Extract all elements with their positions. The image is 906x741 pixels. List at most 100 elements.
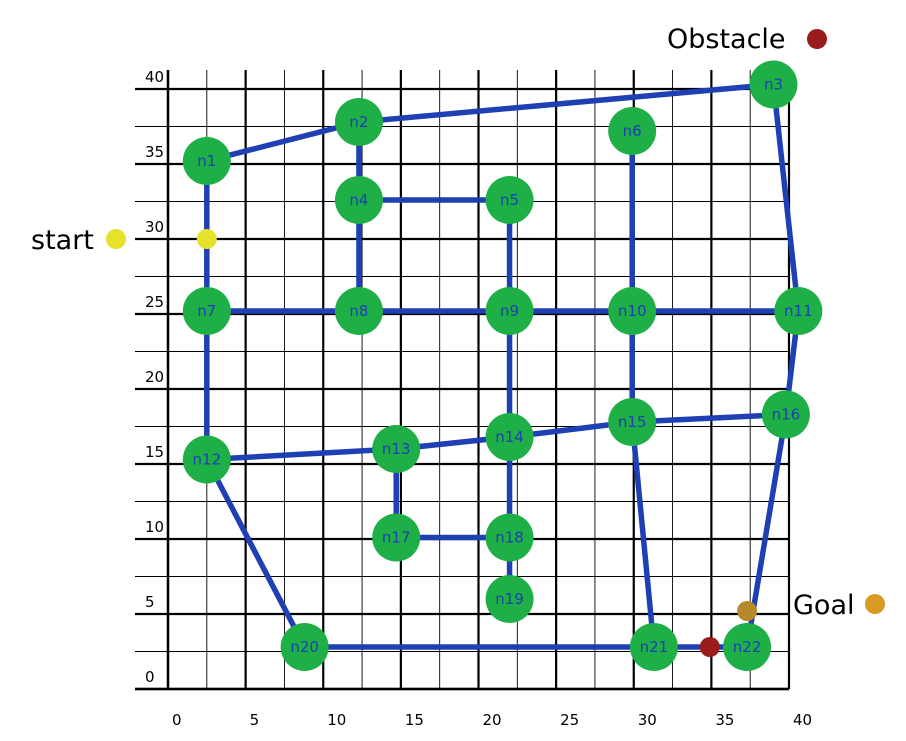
x-tick-label: 5 — [250, 711, 260, 729]
node-label: n9 — [500, 302, 519, 320]
x-tick-label: 20 — [483, 711, 502, 729]
y-tick-label: 10 — [145, 518, 164, 536]
node-circle — [749, 60, 798, 109]
node-circle — [485, 513, 534, 562]
node-circle — [334, 176, 383, 224]
node-label: n15 — [618, 413, 647, 431]
node-circle — [608, 398, 657, 446]
node-n19: n19 — [485, 575, 534, 623]
x-tick-label: 10 — [327, 711, 346, 729]
node-circle — [608, 107, 657, 155]
edge-n3-n11 — [770, 81, 802, 314]
node-circle — [761, 390, 810, 439]
node-n4: n4 — [334, 176, 383, 224]
node-n17: n17 — [372, 513, 421, 562]
node-circle — [485, 575, 534, 623]
map-markers — [196, 229, 758, 657]
node-label: n16 — [772, 406, 801, 424]
node-label: n1 — [197, 152, 216, 170]
node-n10: n10 — [608, 287, 657, 335]
node-label: n12 — [193, 451, 222, 469]
node-circle — [182, 137, 231, 185]
legend-obstacle-label: Obstacle — [667, 24, 786, 55]
node-circle — [485, 287, 534, 335]
node-n15: n15 — [608, 398, 657, 446]
y-tick-label: 5 — [145, 593, 155, 611]
legend-goal-dot — [865, 594, 885, 614]
legend: start Obstacle Goal — [31, 24, 885, 621]
node-circle — [723, 623, 772, 671]
x-tick-label: 25 — [560, 711, 579, 729]
legend-start-label: start — [31, 225, 94, 256]
node-label: n2 — [349, 113, 368, 131]
y-tick-label: 0 — [145, 668, 155, 686]
edge-n1-n2 — [204, 119, 362, 164]
node-label: n13 — [382, 440, 411, 458]
node-n14: n14 — [485, 413, 534, 461]
node-circle — [485, 176, 534, 224]
x-tick-label: 0 — [172, 711, 182, 729]
legend-start-dot — [106, 229, 126, 249]
start-marker — [196, 229, 217, 249]
node-n7: n7 — [182, 287, 231, 335]
legend-goal-label: Goal — [793, 590, 855, 621]
node-n12: n12 — [182, 435, 231, 484]
node-label: n11 — [784, 302, 813, 320]
edge-n2-n3 — [356, 81, 777, 125]
node-n13: n13 — [372, 425, 421, 473]
y-tick-label: 15 — [145, 443, 164, 461]
node-n1: n1 — [182, 137, 231, 185]
edge-n15-n16 — [629, 411, 789, 425]
node-n20: n20 — [280, 623, 329, 671]
node-label: n3 — [764, 76, 783, 94]
node-circle — [608, 287, 657, 335]
node-n3: n3 — [749, 60, 798, 109]
node-n22: n22 — [723, 623, 772, 671]
edge-n12-n20 — [204, 456, 308, 650]
node-n21: n21 — [629, 623, 678, 671]
node-n6: n6 — [608, 107, 657, 155]
node-circle — [372, 513, 421, 562]
node-circle — [774, 287, 823, 335]
node-circle — [182, 435, 231, 484]
node-circle — [280, 623, 329, 671]
node-label: n18 — [495, 529, 524, 547]
node-circle — [334, 98, 383, 146]
y-tick-label: 30 — [145, 218, 164, 236]
graph-nodes: n1 n2 n3 n4 n5 n6 n7 n8 n9 n10 n11 n12 n13 n14 n15 n16 n… — [182, 60, 823, 671]
node-n5: n5 — [485, 176, 534, 224]
axis-ticks: 0 5 10 15 20 25 30 35 40 0 5 10 15 20 25 30 35 40 — [145, 68, 812, 729]
x-tick-label: 40 — [793, 711, 812, 729]
y-tick-label: 25 — [145, 293, 164, 311]
x-tick-label: 15 — [405, 711, 424, 729]
y-tick-label: 20 — [145, 368, 164, 386]
node-n8: n8 — [334, 287, 383, 335]
node-label: n21 — [640, 638, 669, 656]
edge-n15-n21 — [629, 419, 657, 650]
grid — [135, 70, 791, 691]
x-tick-label: 30 — [638, 711, 657, 729]
node-n9: n9 — [485, 287, 534, 335]
node-label: n5 — [500, 191, 519, 209]
edge-n12-n13 — [204, 446, 399, 463]
y-tick-label: 35 — [145, 143, 164, 161]
node-label: n10 — [618, 302, 647, 320]
node-label: n6 — [623, 122, 642, 140]
node-circle — [372, 425, 421, 473]
node-circle — [182, 287, 231, 335]
node-n16: n16 — [761, 390, 810, 439]
node-circle — [485, 413, 534, 461]
graph-edges — [204, 81, 802, 650]
node-label: n19 — [495, 590, 524, 608]
node-label: n8 — [349, 302, 368, 320]
x-tick-label: 35 — [715, 711, 734, 729]
node-circle — [629, 623, 678, 671]
node-n18: n18 — [485, 513, 534, 562]
node-label: n4 — [349, 191, 368, 209]
node-label: n22 — [733, 638, 762, 656]
node-label: n14 — [495, 428, 524, 446]
y-tick-label: 40 — [145, 68, 164, 86]
node-label: n20 — [290, 638, 319, 656]
node-circle — [334, 287, 383, 335]
